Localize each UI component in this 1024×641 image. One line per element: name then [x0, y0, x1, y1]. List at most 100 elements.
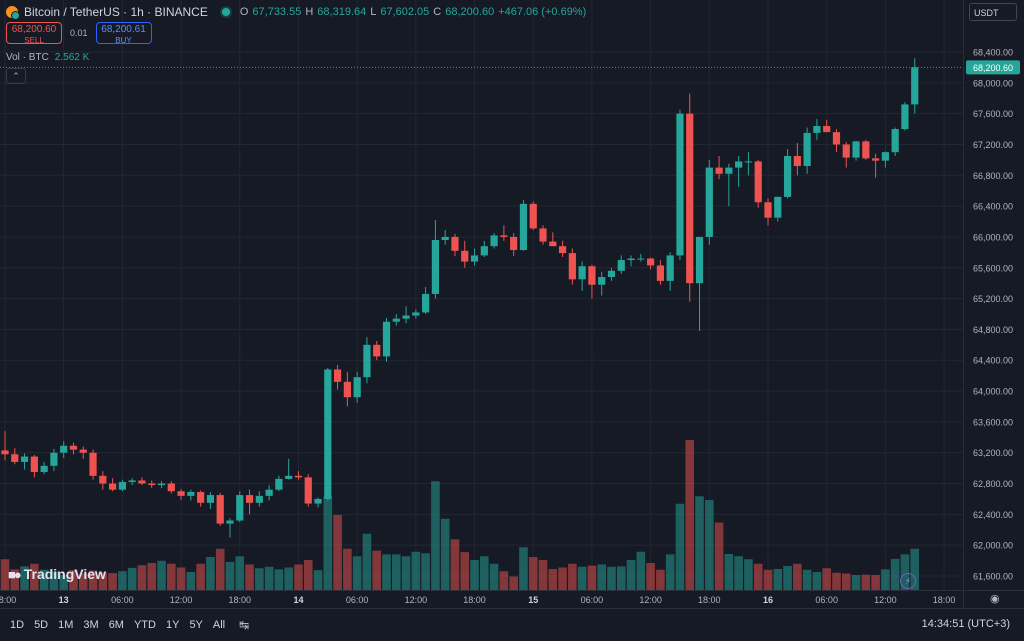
change-value: +467.06 (+0.69%)	[498, 6, 587, 18]
y-tick-label: 65,200.00	[973, 294, 1013, 304]
x-tick-label: 12:00	[639, 595, 662, 605]
candle-body	[441, 236, 449, 241]
volume-bar	[186, 572, 196, 590]
bitcoin-icon	[6, 6, 20, 20]
volume-bar	[333, 515, 342, 590]
candle-body	[715, 167, 723, 174]
candle-body	[314, 498, 322, 504]
x-tick-label: 06:00	[815, 595, 838, 605]
volume-bar	[313, 570, 323, 590]
lightning-icon[interactable]: ⚡	[900, 573, 916, 589]
volume-bar	[421, 553, 430, 590]
range-button-ytd[interactable]: YTD	[133, 619, 156, 631]
collapse-legend-button[interactable]: ⌃	[6, 68, 26, 84]
volume-bar	[78, 573, 88, 590]
y-tick-label: 65,600.00	[973, 263, 1013, 273]
candle-body	[901, 104, 909, 130]
candle-body	[412, 312, 420, 316]
volume-bar	[822, 568, 831, 590]
volume-bar	[626, 560, 636, 590]
spread-value: 0.01	[70, 28, 88, 38]
price-axis[interactable]: 68,400.00 68,000.00 67,600.00 67,200.00 66,8…	[973, 48, 1013, 582]
candle-body	[871, 158, 880, 161]
candle-body	[40, 465, 48, 472]
candle-body	[607, 270, 616, 278]
y-tick-label: 66,000.00	[973, 232, 1013, 242]
candle-body	[324, 369, 332, 499]
volume-bar	[274, 569, 284, 590]
volume-bar	[137, 565, 147, 590]
sell-button[interactable]: 68,200.60 SELL	[6, 22, 62, 45]
volume-bars	[0, 440, 920, 590]
volume-bar	[577, 566, 587, 590]
candle-body	[558, 246, 567, 254]
volume-bar	[69, 570, 78, 590]
candle-body	[461, 250, 469, 262]
candle-body	[793, 156, 801, 167]
candle-body	[89, 452, 97, 476]
price-chart[interactable]: 68,200.60 68,400.00 68,000.00 67,600.00 67,…	[0, 0, 1024, 608]
candle-body	[392, 318, 400, 322]
volume-bar	[714, 522, 724, 590]
volume-bar	[597, 564, 607, 590]
candle-body	[774, 196, 782, 218]
candle-body	[695, 236, 704, 284]
candle-body	[510, 236, 518, 251]
range-button-1y[interactable]: 1Y	[165, 619, 180, 631]
candle-body	[519, 203, 528, 251]
volume-bar	[343, 548, 352, 590]
volume-bar	[568, 563, 577, 590]
candle-body	[735, 161, 743, 168]
clock-readout: 14:34:51 (UTC+3)	[921, 618, 1010, 630]
candle-body	[803, 132, 811, 167]
volume-bar	[910, 548, 920, 590]
auto-scale-icon[interactable]: ◉	[990, 593, 1000, 605]
candle-body	[578, 266, 586, 280]
x-tick-label: 13	[59, 595, 69, 605]
volume-bar	[460, 552, 470, 590]
volume-bar	[450, 539, 460, 590]
y-tick-label: 64,000.00	[973, 387, 1013, 397]
volume-bar	[841, 573, 851, 590]
volume-bar	[127, 567, 137, 590]
range-button-5d[interactable]: 5D	[34, 619, 49, 631]
candlesticks	[1, 58, 919, 538]
time-axis[interactable]: 18:00 13 06:00 12:00 18:00 14 06:00 12:00 18:00 1…	[0, 595, 955, 605]
volume-bar	[861, 574, 871, 590]
last-price-label: 68,200.60	[973, 63, 1013, 73]
range-button-all[interactable]: All	[212, 619, 226, 631]
volume-bar	[98, 572, 108, 590]
range-button-6m[interactable]: 6M	[108, 619, 124, 631]
candle-body	[852, 141, 860, 158]
candle-body	[148, 483, 156, 486]
candle-body	[11, 454, 19, 462]
range-button-1m[interactable]: 1M	[58, 619, 74, 631]
candle-body	[402, 315, 410, 319]
buy-button[interactable]: 68,200.61 BUY	[95, 22, 152, 45]
candle-body	[891, 129, 899, 153]
volume-bar	[607, 566, 616, 590]
symbol-title[interactable]: Bitcoin / TetherUS · 1h · BINANCE	[24, 5, 208, 19]
candle-body	[568, 253, 576, 280]
volume-bar	[10, 569, 20, 590]
candle-body	[109, 483, 117, 490]
x-tick-label: 12:00	[170, 595, 193, 605]
candle-body	[343, 381, 351, 398]
candle-body	[823, 125, 831, 133]
volume-bar	[793, 563, 802, 590]
volume-bar	[264, 566, 274, 590]
candle-body	[226, 520, 234, 524]
volume-bar	[166, 563, 176, 590]
volume-bar	[147, 563, 157, 590]
candle-body	[265, 489, 273, 496]
range-button-1d[interactable]: 1D	[10, 619, 25, 631]
date-range-icon[interactable]: ↹	[239, 618, 250, 632]
last-price-tag	[966, 60, 1020, 75]
range-button-5y[interactable]: 5Y	[189, 619, 203, 631]
currency-selector[interactable]: USDT	[969, 3, 1017, 21]
x-tick-label: 18:00	[463, 595, 486, 605]
y-tick-label: 62,400.00	[973, 510, 1013, 520]
x-tick-label: 16	[763, 595, 773, 605]
volume-bar	[519, 547, 528, 590]
range-button-3m[interactable]: 3M	[83, 619, 99, 631]
